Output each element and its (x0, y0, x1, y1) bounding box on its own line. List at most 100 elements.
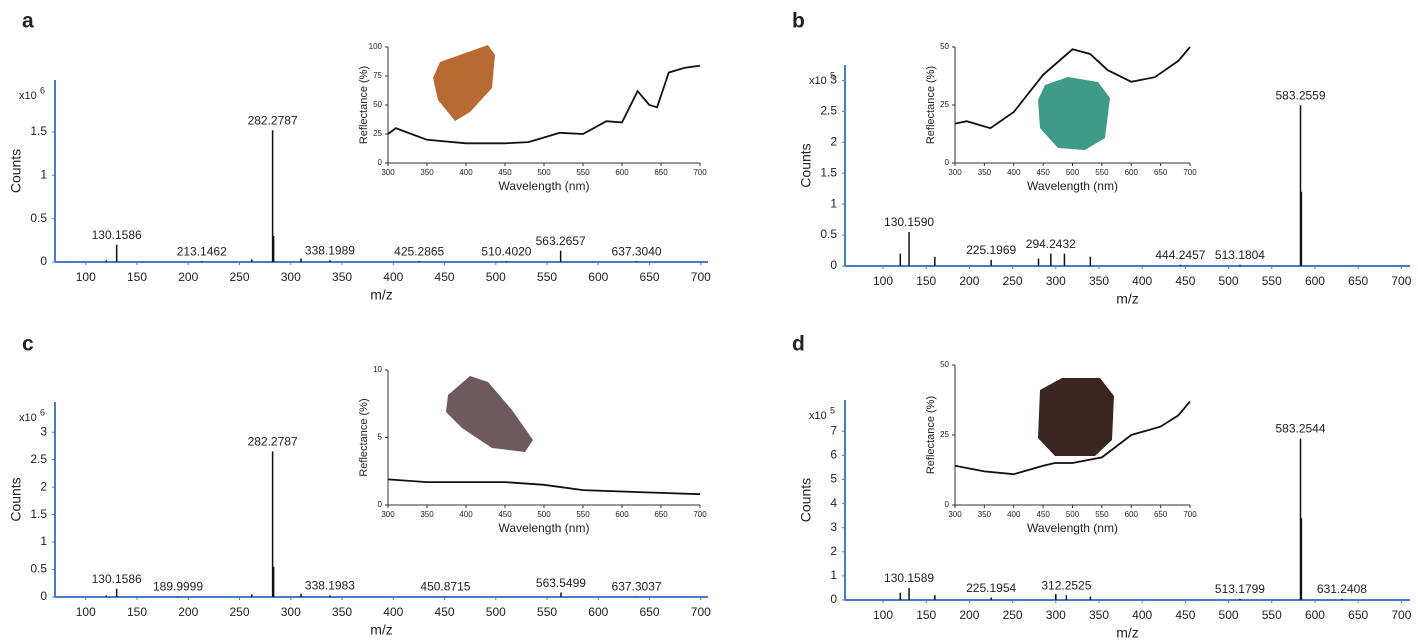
x-tick-label: 200 (178, 270, 198, 284)
x-tick-label: 400 (1132, 608, 1152, 622)
peak-label: 563.5499 (536, 576, 586, 590)
y-tick-label: 1 (40, 534, 47, 548)
peak-label: 583.2559 (1275, 88, 1325, 102)
panel-label: a (22, 10, 34, 33)
x-tick-label: 100 (76, 605, 96, 619)
x-tick-label: 200 (959, 274, 979, 288)
peak-label: 631.2408 (1317, 582, 1367, 596)
x-tick-label: 550 (1262, 608, 1282, 622)
x-tick-label: 300 (281, 270, 301, 284)
y-scale-label: x10 (19, 412, 37, 424)
inset-x-tick-label: 700 (693, 510, 707, 519)
inset-x-tick-label: 600 (615, 510, 629, 519)
panel-label: d (792, 333, 805, 356)
peak-label: 130.1586 (92, 228, 142, 242)
x-tick-label: 450 (435, 270, 455, 284)
reflectance-line (954, 400, 1191, 476)
photo-orange-fragment (433, 45, 495, 121)
y-scale-exponent: 5 (830, 70, 835, 80)
inset-x-tick-label: 400 (1007, 510, 1021, 519)
inset-y-tick-label: 50 (940, 360, 949, 369)
inset-x-tick-label: 500 (1066, 510, 1080, 519)
y-tick-label: 0 (40, 589, 47, 603)
inset-x-tick-label: 650 (654, 510, 668, 519)
y-tick-label: 1 (830, 568, 837, 582)
inset-x-tick-label: 600 (1125, 168, 1139, 177)
inset-y-tick-label: 75 (373, 71, 382, 80)
photos (433, 45, 1114, 456)
y-tick-label: 0.5 (30, 211, 47, 225)
inset-x-tick-label: 450 (1036, 168, 1050, 177)
inset-x-axis-title: Wavelength (nm) (1027, 179, 1118, 193)
inset-x-tick-label: 550 (1095, 510, 1109, 519)
inset-x-tick-label: 550 (576, 510, 590, 519)
y-tick-label: 0.5 (30, 562, 47, 576)
peak-label: 130.1586 (92, 572, 142, 586)
y-scale-exponent: 6 (40, 85, 45, 95)
photo-cone-shell (446, 376, 533, 452)
y-tick-label: 7 (830, 423, 837, 437)
peak-label: 563.2657 (536, 234, 586, 248)
inset-x-tick-label: 300 (381, 168, 395, 177)
x-tick-label: 650 (640, 605, 660, 619)
x-tick-label: 150 (127, 270, 147, 284)
y-tick-label: 2.5 (30, 452, 47, 466)
x-axis-title: m/z (370, 622, 393, 638)
peak-label: 338.1983 (305, 579, 355, 593)
y-axis-title: Counts (8, 149, 24, 193)
y-tick-label: 0.5 (820, 227, 837, 241)
y-tick-label: 2.5 (820, 104, 837, 118)
peak-label: 513.1799 (1215, 582, 1265, 596)
x-tick-label: 300 (1046, 608, 1066, 622)
x-tick-label: 700 (691, 270, 711, 284)
x-tick-label: 250 (1003, 608, 1023, 622)
inset-x-tick-label: 500 (1066, 168, 1080, 177)
inset-y-tick-label: 50 (373, 100, 382, 109)
inset-y-tick-label: 25 (940, 430, 949, 439)
peak-label: 583.2544 (1275, 422, 1325, 436)
inset-y-tick-label: 25 (940, 100, 949, 109)
inset-x-tick-label: 650 (1154, 510, 1168, 519)
peak-label: 513.1804 (1215, 248, 1265, 262)
inset-y-axis-title: Reflectance (%) (358, 398, 370, 476)
inset-x-tick-label: 550 (576, 168, 590, 177)
x-tick-label: 250 (230, 270, 250, 284)
inset-x-tick-label: 350 (978, 510, 992, 519)
inset-x-tick-label: 450 (498, 168, 512, 177)
x-axis-title: m/z (370, 287, 393, 303)
x-tick-label: 500 (1219, 608, 1239, 622)
peak-label: 189.9999 (153, 580, 203, 594)
inset-x-tick-label: 650 (1154, 168, 1168, 177)
inset-x-axis-title: Wavelength (nm) (499, 521, 590, 535)
x-tick-label: 350 (332, 270, 352, 284)
y-tick-label: 1.5 (820, 165, 837, 179)
x-tick-label: 650 (1348, 274, 1368, 288)
inset-x-tick-label: 600 (1125, 510, 1139, 519)
inset-x-tick-label: 300 (948, 168, 962, 177)
x-tick-label: 550 (537, 270, 557, 284)
peak-label: 213.1462 (177, 244, 227, 258)
peak-label: 225.1954 (966, 581, 1016, 595)
reflectance-line (387, 478, 701, 496)
x-tick-label: 400 (1132, 274, 1152, 288)
y-axis-title: Counts (8, 477, 24, 521)
peak-label: 637.3037 (612, 580, 662, 594)
inset-x-tick-label: 450 (1036, 510, 1050, 519)
peak-label: 130.1589 (884, 571, 934, 585)
panel-label: b (792, 10, 805, 33)
x-tick-label: 350 (1089, 274, 1109, 288)
inset-x-tick-label: 350 (978, 168, 992, 177)
peak-label: 450.8715 (420, 580, 470, 594)
peak-label: 130.1590 (884, 215, 934, 229)
inset-y-tick-label: 10 (373, 365, 382, 374)
inset-x-tick-label: 700 (1183, 510, 1197, 519)
y-tick-label: 1 (830, 196, 837, 210)
y-tick-label: 3 (40, 424, 47, 438)
y-tick-label: 5 (830, 472, 837, 486)
peak-label: 338.1989 (305, 243, 355, 257)
peak-label: 444.2457 (1155, 248, 1205, 262)
y-scale-label: x10 (809, 75, 827, 87)
x-tick-label: 550 (537, 605, 557, 619)
y-tick-label: 1 (40, 168, 47, 182)
